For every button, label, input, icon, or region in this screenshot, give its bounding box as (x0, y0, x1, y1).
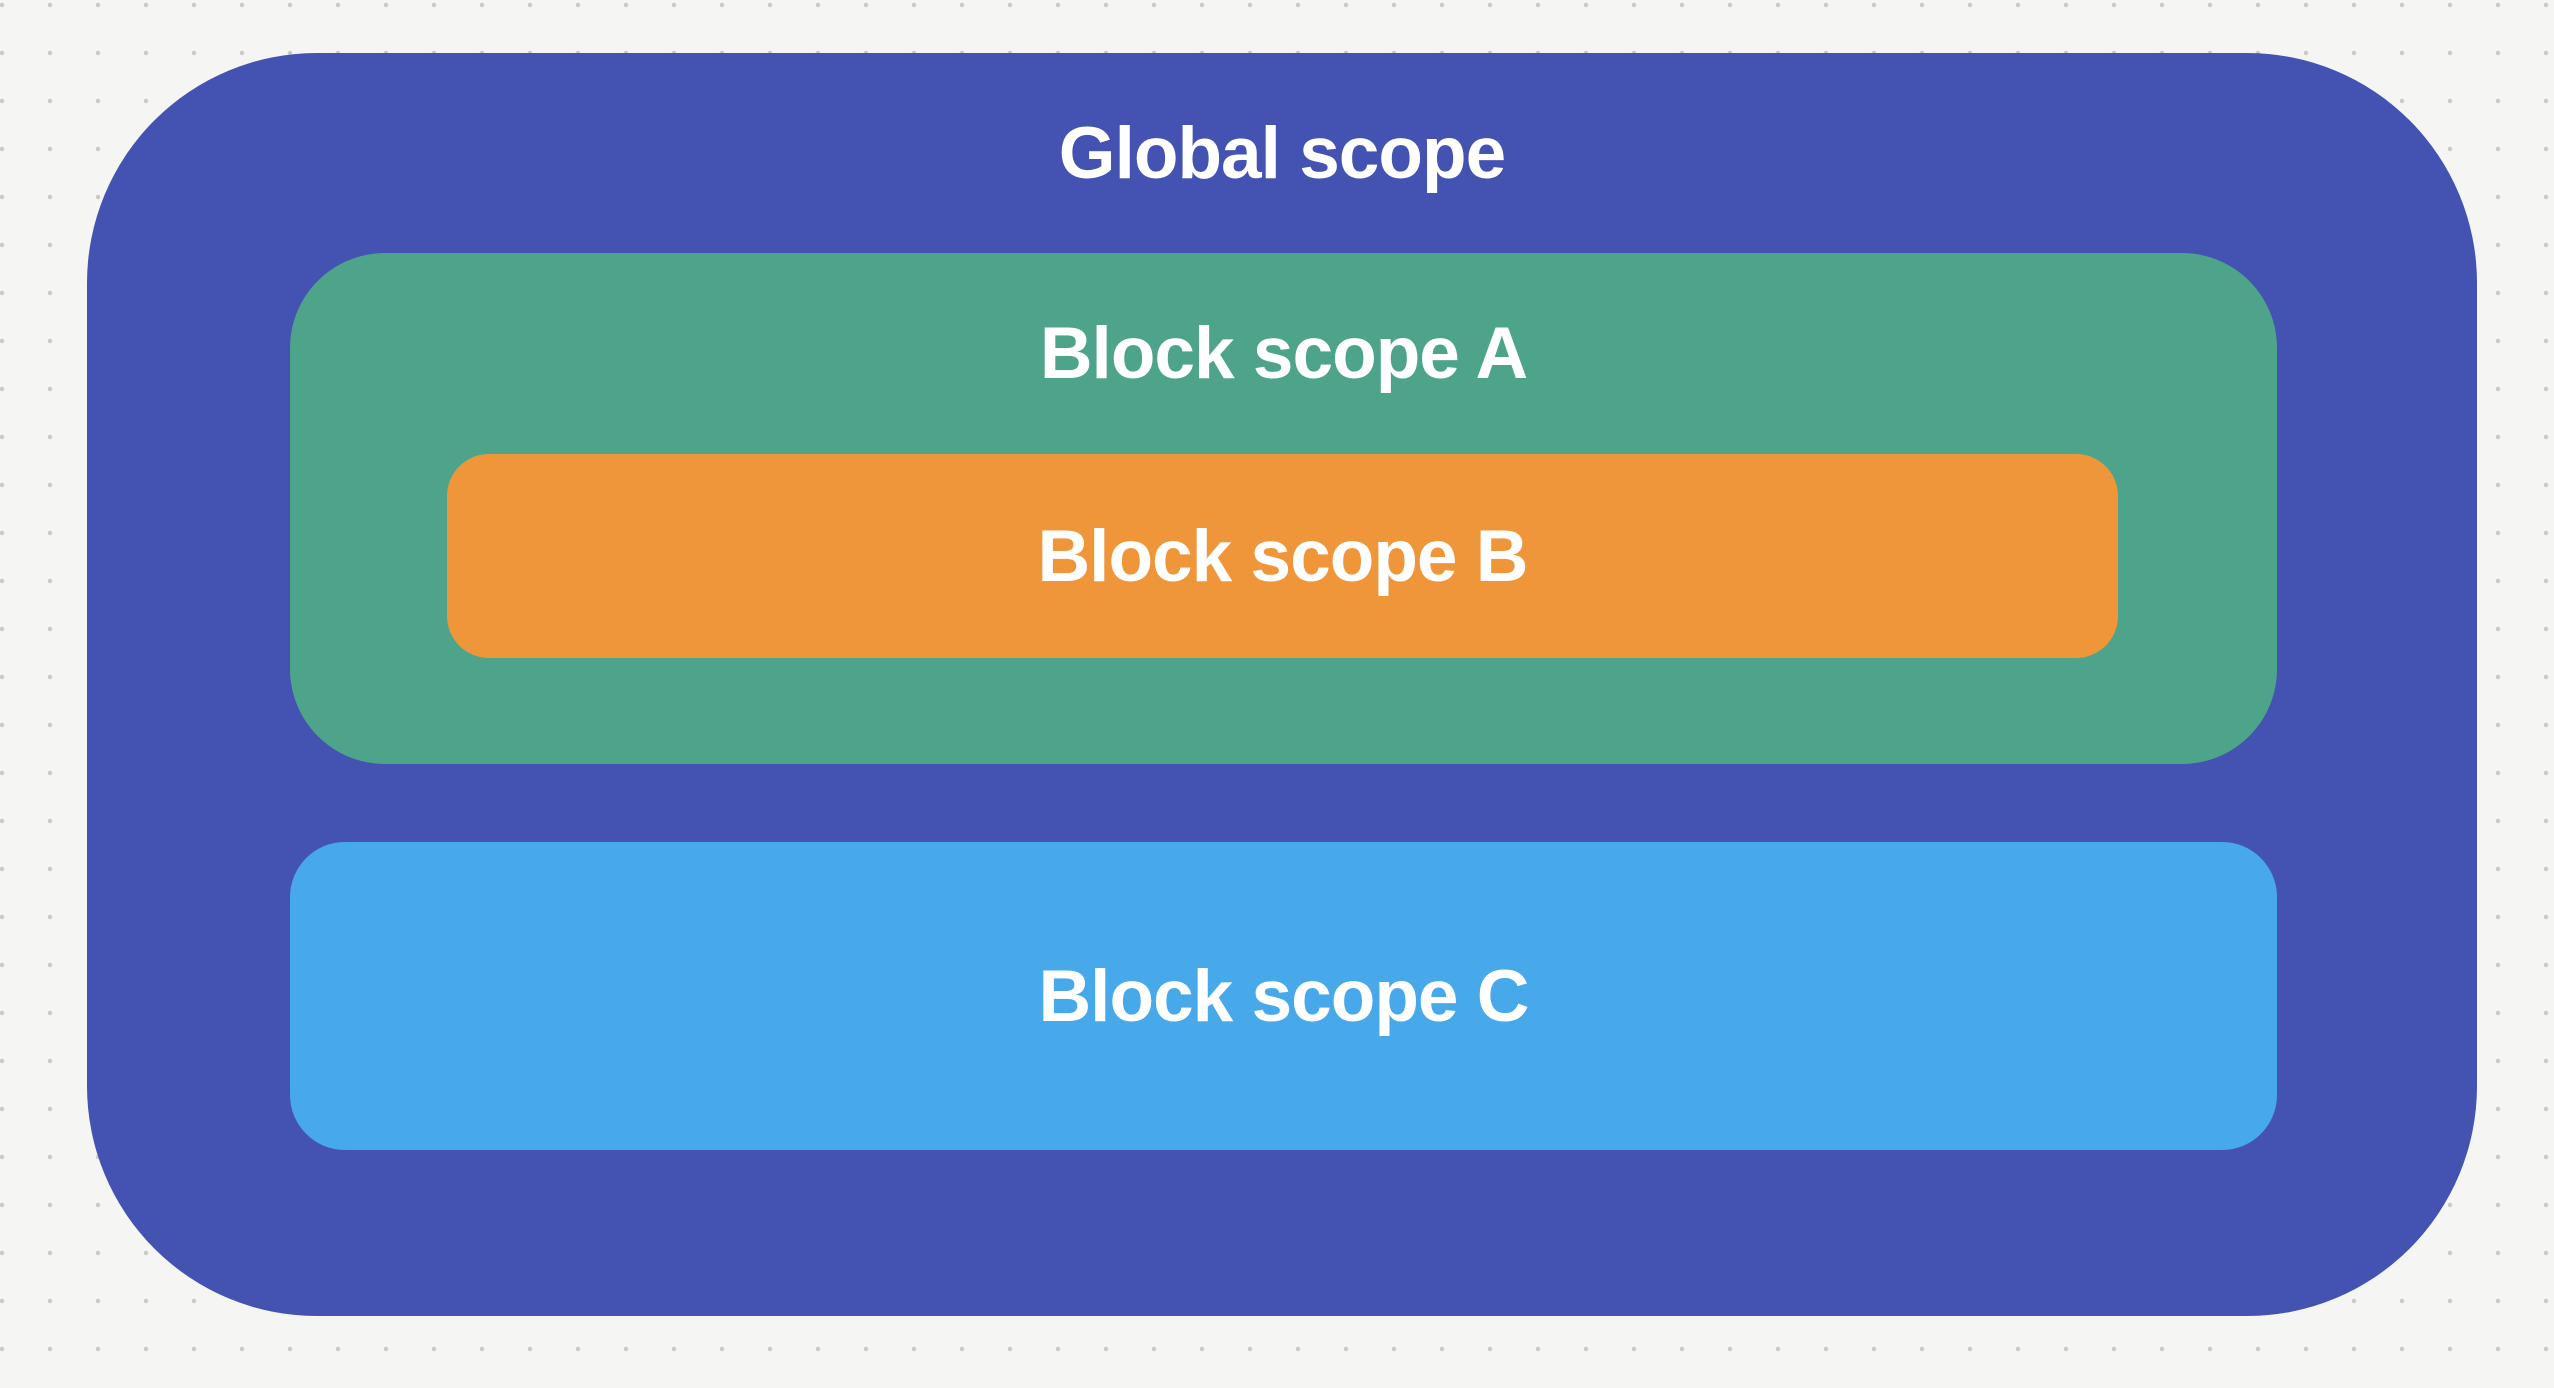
global-scope-label-strip: Global scope (87, 53, 2477, 253)
block-scope-c-label: Block scope C (1038, 955, 1529, 1037)
block-scope-b-label: Block scope B (1037, 515, 1528, 597)
global-scope-label: Global scope (1058, 112, 1506, 194)
global-scope-box: Global scope Block scope A Block scope B… (87, 53, 2477, 1316)
block-scope-c-box: Block scope C (290, 842, 2277, 1150)
block-scope-a-label-strip: Block scope A (290, 253, 2277, 454)
block-scope-a-box: Block scope A Block scope B (290, 253, 2277, 764)
block-scope-a-label: Block scope A (1039, 313, 1528, 394)
block-scope-b-box: Block scope B (447, 454, 2118, 658)
